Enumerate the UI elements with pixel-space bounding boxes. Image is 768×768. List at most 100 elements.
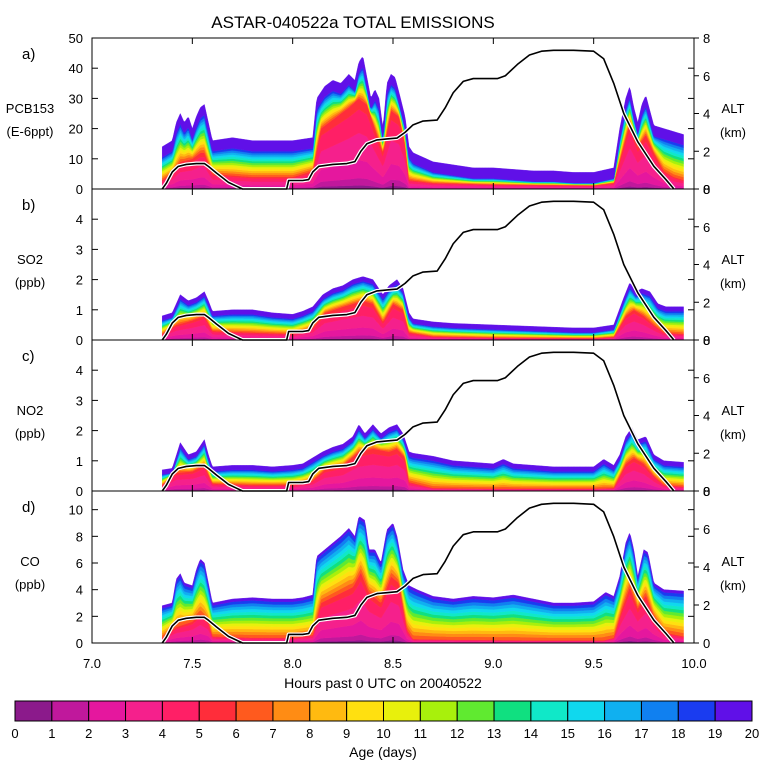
panel-d-alt-tick-label: 2 (703, 598, 710, 613)
chart-title: ASTAR-040522a TOTAL EMISSIONS (211, 13, 494, 32)
x-tick-label: 7.5 (183, 656, 201, 671)
panel-a-alt-label: ALT (722, 101, 745, 116)
colorbar-swatch-12 (456, 700, 495, 722)
panel-b-alt-tick-label: 0 (703, 333, 710, 348)
panel-a: 0 10 20 30 40 50 0 2 4 6 8 a) PCB153 (E-6ppt) ALT (km) (6, 31, 746, 197)
panel-d-altitude-line (161, 502, 675, 644)
panel-a-alt-tick-label: 4 (703, 107, 710, 122)
colorbar-tick-label: 14 (524, 726, 538, 741)
colorbar-swatch-2 (88, 700, 127, 722)
colorbar-tick-label: 16 (597, 726, 611, 741)
colorbar-swatch-5 (198, 700, 237, 722)
colorbar-swatch-3 (125, 700, 163, 722)
colorbar-swatch-19 (714, 700, 753, 722)
colorbar-swatch-16 (604, 700, 642, 722)
panel-a-altitude-line (161, 49, 675, 190)
x-tick-label: 9.5 (585, 656, 603, 671)
colorbar-swatch-14 (530, 700, 569, 722)
panel-b-age-layers (162, 276, 684, 341)
colorbar-tick-label: 12 (450, 726, 464, 741)
panel-c-altitude-line (161, 351, 675, 492)
colorbar-tick-label: 8 (306, 726, 313, 741)
panel-b-alt-tick-label: 4 (703, 258, 710, 273)
panel-c-unit-label: (ppb) (15, 426, 45, 441)
panel-d-age-layers (162, 516, 684, 644)
colorbar-tick-label: 15 (561, 726, 575, 741)
panel-d-ytick-label: 6 (76, 556, 83, 571)
age-colorbar: 0 1 2 3 4 5 6 7 8 9 10 11 12 13 14 15 16 17 18 19 20 (11, 700, 759, 741)
panel-c-species-label: NO2 (17, 403, 44, 418)
colorbar-swatch-11 (419, 700, 458, 722)
panel-d-ytick-label: 4 (76, 583, 83, 598)
panel-a-unit-label: (E-6ppt) (7, 124, 54, 139)
panel-c-alt-tick-label: 2 (703, 446, 710, 461)
colorbar-tick-label: 19 (708, 726, 722, 741)
colorbar-swatch-6 (235, 700, 274, 722)
panel-a-alt-tick-label: 6 (703, 69, 710, 84)
panel-d-alt-unit: (km) (720, 578, 746, 593)
panel-c-ytick-label: 4 (76, 363, 83, 378)
panel-d-age-layer-18 (162, 519, 684, 611)
panel-d-alt-tick-label: 8 (703, 484, 710, 499)
panel-c-alt-label: ALT (722, 403, 745, 418)
colorbar-swatch-10 (383, 700, 421, 722)
panel-b-alt-unit: (km) (720, 276, 746, 291)
colorbar-tick-label: 17 (634, 726, 648, 741)
panel-a-ytick-label: 0 (76, 182, 83, 197)
panel-b-alt-tick-label: 2 (703, 295, 710, 310)
colorbar-tick-label: 13 (487, 726, 501, 741)
panel-c-age-layers (162, 424, 684, 492)
panel-b-unit-label: (ppb) (15, 275, 45, 290)
panel-d-alt-tick-label: 4 (703, 560, 710, 575)
panel-c: 0 1 2 3 4 0 2 4 6 8 c) NO2 (ppb) ALT (km) (15, 333, 746, 499)
panel-b-ytick-label: 1 (76, 303, 83, 318)
panel-d-unit-label: (ppb) (15, 577, 45, 592)
panel-b-alt-label: ALT (722, 252, 745, 267)
colorbar-tick-label: 0 (11, 726, 18, 741)
colorbar-tick-label: 5 (196, 726, 203, 741)
panel-c-tag: c) (22, 348, 35, 365)
panel-a-alt-unit: (km) (720, 125, 746, 140)
colorbar-tick-label: 18 (671, 726, 685, 741)
panel-c-alt-tick-label: 4 (703, 409, 710, 424)
panel-b: 0 1 2 3 4 0 2 4 6 8 b) SO2 (ppb) ALT (km) (15, 182, 746, 348)
panel-a-alt-tick-label: 0 (703, 182, 710, 197)
panel-a-ytick-label: 40 (69, 61, 83, 76)
panel-b-ytick-label: 4 (76, 212, 83, 227)
panel-b-ytick-label: 3 (76, 242, 83, 257)
panel-d: 0 2 4 6 8 10 0 2 4 6 8 d) CO (ppb) ALT (km) (15, 484, 746, 651)
colorbar-swatch-1 (51, 700, 90, 722)
colorbar-tick-label: 10 (376, 726, 390, 741)
panel-b-age-layer-19 (162, 276, 684, 333)
panel-a-age-layers (162, 57, 684, 190)
panel-c-alt-tick-label: 0 (703, 484, 710, 499)
colorbar-tick-label: 3 (122, 726, 129, 741)
panel-b-alt-tick-label: 8 (703, 182, 710, 197)
colorbar-swatch-15 (567, 700, 606, 722)
panel-b-ytick-label: 0 (76, 333, 83, 348)
panel-a-ytick-label: 30 (69, 91, 83, 106)
panel-b-ytick-label: 2 (76, 273, 83, 288)
colorbar-swatch-17 (640, 700, 679, 722)
panels-group: 0102030405002468a)PCB153(E-6ppt)ALT(km)0… (6, 31, 746, 651)
x-tick-label: 7.0 (83, 656, 101, 671)
panel-b-species-label: SO2 (17, 252, 43, 267)
panel-c-ytick-label: 2 (76, 424, 83, 439)
x-tick-label: 8.0 (284, 656, 302, 671)
colorbar-swatch-9 (346, 700, 384, 722)
panel-a-ytick-label: 50 (69, 31, 83, 46)
panel-c-alt-unit: (km) (720, 427, 746, 442)
panel-c-ytick-label: 0 (76, 484, 83, 499)
panel-c-alt-tick-label: 8 (703, 333, 710, 348)
colorbar-tick-label: 11 (414, 726, 428, 741)
colorbar-label: Age (days) (349, 744, 417, 760)
panel-d-ytick-label: 0 (76, 636, 83, 651)
colorbar-tick-label: 7 (269, 726, 276, 741)
colorbar-swatch-4 (161, 700, 200, 722)
panel-c-ytick-label: 3 (76, 393, 83, 408)
panel-d-alt-label: ALT (722, 554, 745, 569)
panel-b-tag: b) (22, 197, 35, 214)
colorbar-tick-label: 6 (232, 726, 239, 741)
x-axis: 7.0 7.5 8.0 8.5 9.0 9.5 10.0 (83, 656, 707, 671)
